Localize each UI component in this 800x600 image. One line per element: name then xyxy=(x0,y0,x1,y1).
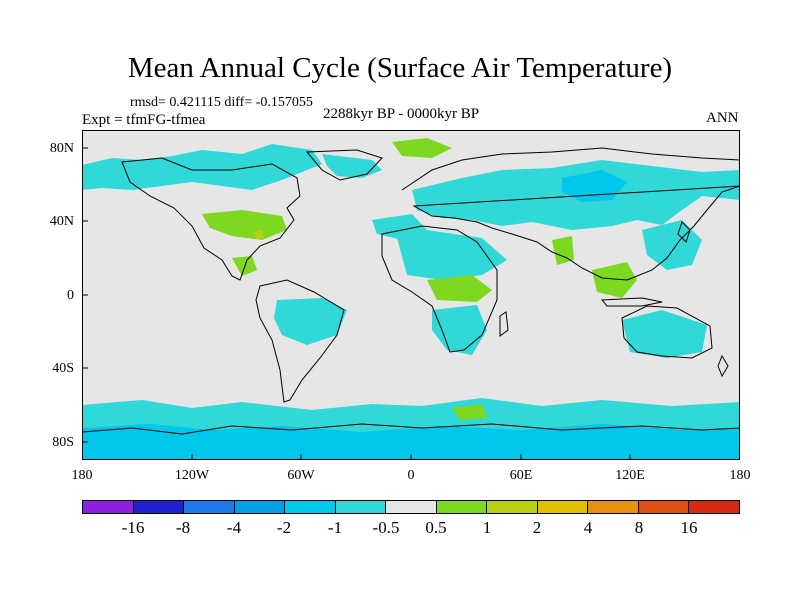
coastline-greenland xyxy=(305,149,383,181)
lon-label-60w: 60W xyxy=(287,468,315,483)
colorbar-box xyxy=(132,500,185,514)
period-label: 2288kyr BP - 0000kyr BP xyxy=(323,106,480,122)
colorbar-box xyxy=(82,500,134,514)
anomaly-fields xyxy=(82,138,740,460)
colorbar-box xyxy=(587,500,639,514)
lon-label-120w: 120W xyxy=(174,468,210,483)
colorbar-box xyxy=(688,500,740,514)
lon-label-0: 0 xyxy=(407,468,415,483)
lon-label-180w: 180 xyxy=(71,468,93,483)
anomaly-southern-warm xyxy=(452,404,487,420)
coastline-antarctica xyxy=(82,423,740,435)
colorbar-box xyxy=(334,500,387,514)
colorbar-box xyxy=(435,500,488,514)
coastline-africa xyxy=(381,225,498,353)
colorbar xyxy=(82,500,740,514)
map-ticks xyxy=(82,147,631,460)
colorbar-box xyxy=(284,500,336,514)
season-label: ANN xyxy=(706,110,739,126)
anomaly-australia xyxy=(622,310,707,358)
lat-label-0: 0 xyxy=(67,288,74,303)
lon-label-120e: 120E xyxy=(615,468,645,483)
lat-label-80n: 80N xyxy=(49,141,74,156)
coastline-madagascar xyxy=(499,311,509,337)
anomaly-arctic-band xyxy=(82,144,322,190)
colorbar-box xyxy=(486,500,538,514)
coastline-new-zealand xyxy=(717,354,729,378)
lat-label-80s: 80S xyxy=(52,435,74,450)
anomaly-sahara xyxy=(397,230,507,280)
colorbar-label: 1 xyxy=(482,518,492,537)
colorbar-label: 8 xyxy=(634,518,644,537)
anomaly-north-america-warm xyxy=(202,210,287,240)
lon-label-60e: 60E xyxy=(509,468,533,483)
experiment-label: Expt = tfmFG-tfmea xyxy=(82,112,206,128)
anomaly-india-warm xyxy=(552,236,574,265)
coastline-north-america xyxy=(121,157,301,281)
coastline-indonesia xyxy=(600,297,663,307)
lat-label-40n: 40N xyxy=(49,214,74,229)
colorbar-label: 16 xyxy=(680,518,698,537)
anomaly-africa-warm xyxy=(427,275,492,302)
stats-text: rmsd= 0.421115 diff= -0.157055 xyxy=(130,95,313,110)
coastline-australia xyxy=(621,305,713,359)
anomaly-greenland xyxy=(322,154,382,178)
colorbar-label: -4 xyxy=(226,518,242,537)
colorbar-box xyxy=(233,500,286,514)
colorbar-box xyxy=(536,500,589,514)
colorbar-label: 4 xyxy=(583,518,593,537)
colorbar-label: -1 xyxy=(327,518,343,537)
coastline-japan xyxy=(677,221,691,243)
colorbar-label: 2 xyxy=(532,518,542,537)
world-map xyxy=(82,130,740,460)
anomaly-arctic-warm xyxy=(392,138,452,158)
colorbar-box xyxy=(637,500,690,514)
anomaly-antarctic-deep xyxy=(82,424,740,460)
anomaly-south-america xyxy=(274,298,347,345)
anomaly-se-asia-warm xyxy=(592,262,637,298)
plot-title: Mean Annual Cycle (Surface Air Temperatu… xyxy=(127,52,673,84)
colorbar-label: -2 xyxy=(276,518,292,537)
coastline-eurasia xyxy=(401,147,740,281)
lat-label-40s: 40S xyxy=(52,361,74,376)
colorbar-box xyxy=(183,500,235,514)
colorbar-box xyxy=(385,500,437,514)
colorbar-label: -16 xyxy=(121,518,145,537)
coastline-south-america xyxy=(255,279,345,403)
coastlines xyxy=(82,147,740,435)
colorbar-label: -0.5 xyxy=(372,518,400,537)
lon-label-180e: 180 xyxy=(729,468,751,483)
colorbar-label: 0.5 xyxy=(425,518,447,537)
anomaly-yellow-spot xyxy=(254,230,264,239)
colorbar-label: -8 xyxy=(175,518,191,537)
